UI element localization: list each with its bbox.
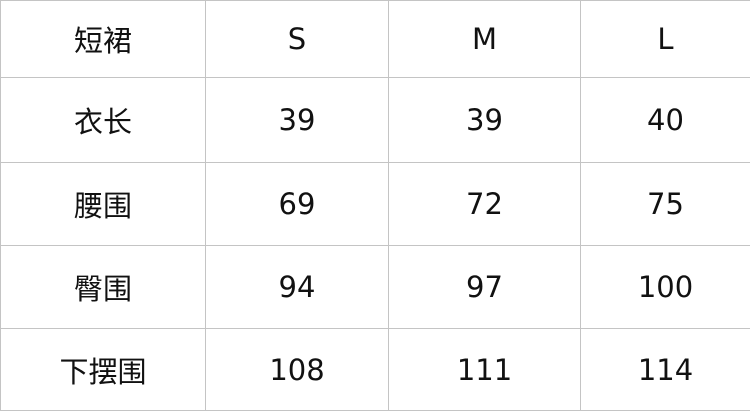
table-cell: 100 [581, 246, 750, 329]
table-cell: 40 [581, 78, 750, 163]
row-label: 臀围 [1, 246, 206, 329]
table-cell: 94 [206, 246, 389, 329]
table-cell: 39 [389, 78, 581, 163]
table-cell: 69 [206, 163, 389, 246]
row-label: 衣长 [1, 78, 206, 163]
header-cell-size-m: M [389, 1, 581, 78]
row-label: 腰围 [1, 163, 206, 246]
table-cell: 114 [581, 329, 750, 411]
header-row: 短裙 S M L [1, 1, 750, 78]
table-cell: 39 [206, 78, 389, 163]
header-cell-item: 短裙 [1, 1, 206, 78]
header-cell-size-l: L [581, 1, 750, 78]
table-row: 衣长 39 39 40 [1, 78, 750, 163]
table-row: 臀围 94 97 100 [1, 246, 750, 329]
header-cell-size-s: S [206, 1, 389, 78]
table-cell: 108 [206, 329, 389, 411]
row-label: 下摆围 [1, 329, 206, 411]
table-row: 腰围 69 72 75 [1, 163, 750, 246]
table-cell: 97 [389, 246, 581, 329]
table-cell: 72 [389, 163, 581, 246]
table-cell: 75 [581, 163, 750, 246]
table-cell: 111 [389, 329, 581, 411]
table-row: 下摆围 108 111 114 [1, 329, 750, 411]
